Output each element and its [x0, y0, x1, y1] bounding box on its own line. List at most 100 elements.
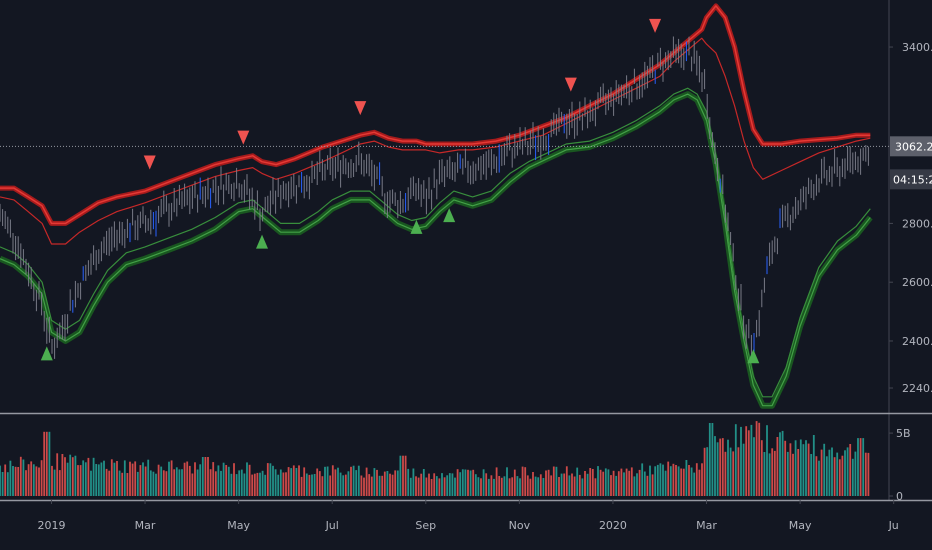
volume-bar: [230, 473, 233, 496]
volume-bar: [12, 466, 14, 496]
volume-bar: [188, 465, 191, 496]
price-tick-label: 2800.00: [902, 217, 932, 230]
axes-layer: 3400.00 2800.00 2600.00 2400.00 2240.00 5B 0 20…: [0, 0, 932, 532]
band-layer: [0, 3, 873, 409]
volume-bar: [378, 475, 381, 496]
volume-tick-label: 5B: [896, 427, 911, 440]
volume-bar: [110, 459, 113, 496]
volume-bar: [118, 470, 121, 496]
volume-bar: [797, 449, 800, 496]
volume-bar: [664, 470, 667, 496]
volume-bar: [14, 466, 17, 496]
volume-bar: [745, 426, 748, 496]
volume-bar: [810, 454, 813, 496]
volume-bar: [347, 471, 350, 496]
volume-bar: [646, 475, 649, 496]
lower-inner-band-line: [0, 87, 871, 398]
time-tick-label: May: [227, 519, 250, 532]
volume-bar: [298, 465, 300, 496]
volume-bar: [485, 473, 488, 496]
volume-bar: [129, 461, 131, 496]
volume-bar: [667, 461, 670, 496]
volume-bar: [784, 440, 787, 496]
volume-bar: [771, 448, 774, 496]
volume-bar: [654, 466, 657, 496]
volume-bar: [38, 467, 40, 496]
volume-bar: [191, 473, 194, 496]
countdown-tag: [890, 169, 932, 190]
volume-bar: [545, 470, 547, 496]
volume-bar: [370, 476, 373, 496]
volume-bar: [355, 470, 358, 496]
volume-bar: [474, 474, 477, 496]
volume-bar: [779, 432, 781, 496]
volume-bar: [680, 468, 683, 496]
volume-bar: [698, 469, 701, 496]
volume-bar: [560, 473, 563, 496]
volume-bar: [506, 467, 508, 496]
volume-bar: [149, 470, 152, 496]
volume-bar: [331, 465, 334, 496]
volume-bar: [565, 466, 568, 496]
volume-bar: [77, 465, 79, 496]
volume-layer: [0, 421, 870, 496]
volume-bar: [584, 471, 586, 496]
volume-bar: [240, 469, 243, 496]
volume-bar: [292, 465, 295, 496]
volume-bar: [659, 463, 662, 496]
volume-bar: [482, 469, 485, 496]
volume-bar: [220, 470, 222, 496]
volume-bar: [344, 474, 347, 496]
volume-bar: [155, 473, 157, 496]
volume-bar: [316, 468, 319, 496]
volume-bar: [732, 451, 735, 496]
volume-bar: [461, 469, 464, 496]
volume-bar: [381, 475, 384, 496]
volume-bar: [368, 474, 371, 496]
volume-bar: [19, 456, 22, 496]
volume-bar: [836, 452, 839, 496]
volume-bar: [831, 447, 833, 496]
volume-bar: [438, 478, 441, 496]
volume-bar: [526, 475, 529, 496]
volume-bar: [277, 474, 280, 496]
volume-bar: [773, 450, 776, 496]
volume-bar: [675, 465, 677, 496]
volume-bar: [864, 452, 867, 496]
volume-bar: [519, 478, 521, 496]
volume-bar: [763, 452, 766, 496]
volume-bar: [690, 467, 693, 496]
volume-bar: [170, 460, 173, 496]
volume-bar: [415, 476, 417, 496]
volume-bar: [521, 466, 524, 496]
buy-signal-marker: [256, 234, 269, 249]
volume-bar: [4, 464, 7, 496]
volume-bar: [563, 473, 566, 496]
volume-bar: [417, 477, 420, 496]
volume-bar: [222, 462, 225, 496]
volume-bar: [753, 437, 755, 496]
volume-bar: [435, 476, 438, 496]
volume-bar: [851, 458, 854, 496]
time-tick-label: Ju: [888, 519, 899, 532]
volume-bar: [547, 469, 550, 496]
volume-bar: [703, 447, 706, 496]
volume-bar: [615, 475, 618, 496]
volume-bar: [69, 454, 72, 496]
volume-bar: [581, 478, 584, 496]
volume-bar: [456, 469, 459, 496]
volume-bar: [108, 470, 111, 496]
volume-bar: [45, 431, 48, 496]
volume-bar: [420, 473, 423, 496]
volume-bar: [214, 471, 217, 496]
sell-signal-marker: [354, 101, 367, 116]
volume-bar: [792, 453, 794, 496]
volume-bar: [818, 460, 820, 496]
volume-bar: [768, 453, 771, 496]
volume-bar: [248, 464, 251, 496]
volume-bar: [854, 451, 857, 496]
volume-bar: [300, 476, 303, 496]
sell-signal-marker: [564, 77, 577, 92]
volume-bar: [233, 463, 235, 496]
